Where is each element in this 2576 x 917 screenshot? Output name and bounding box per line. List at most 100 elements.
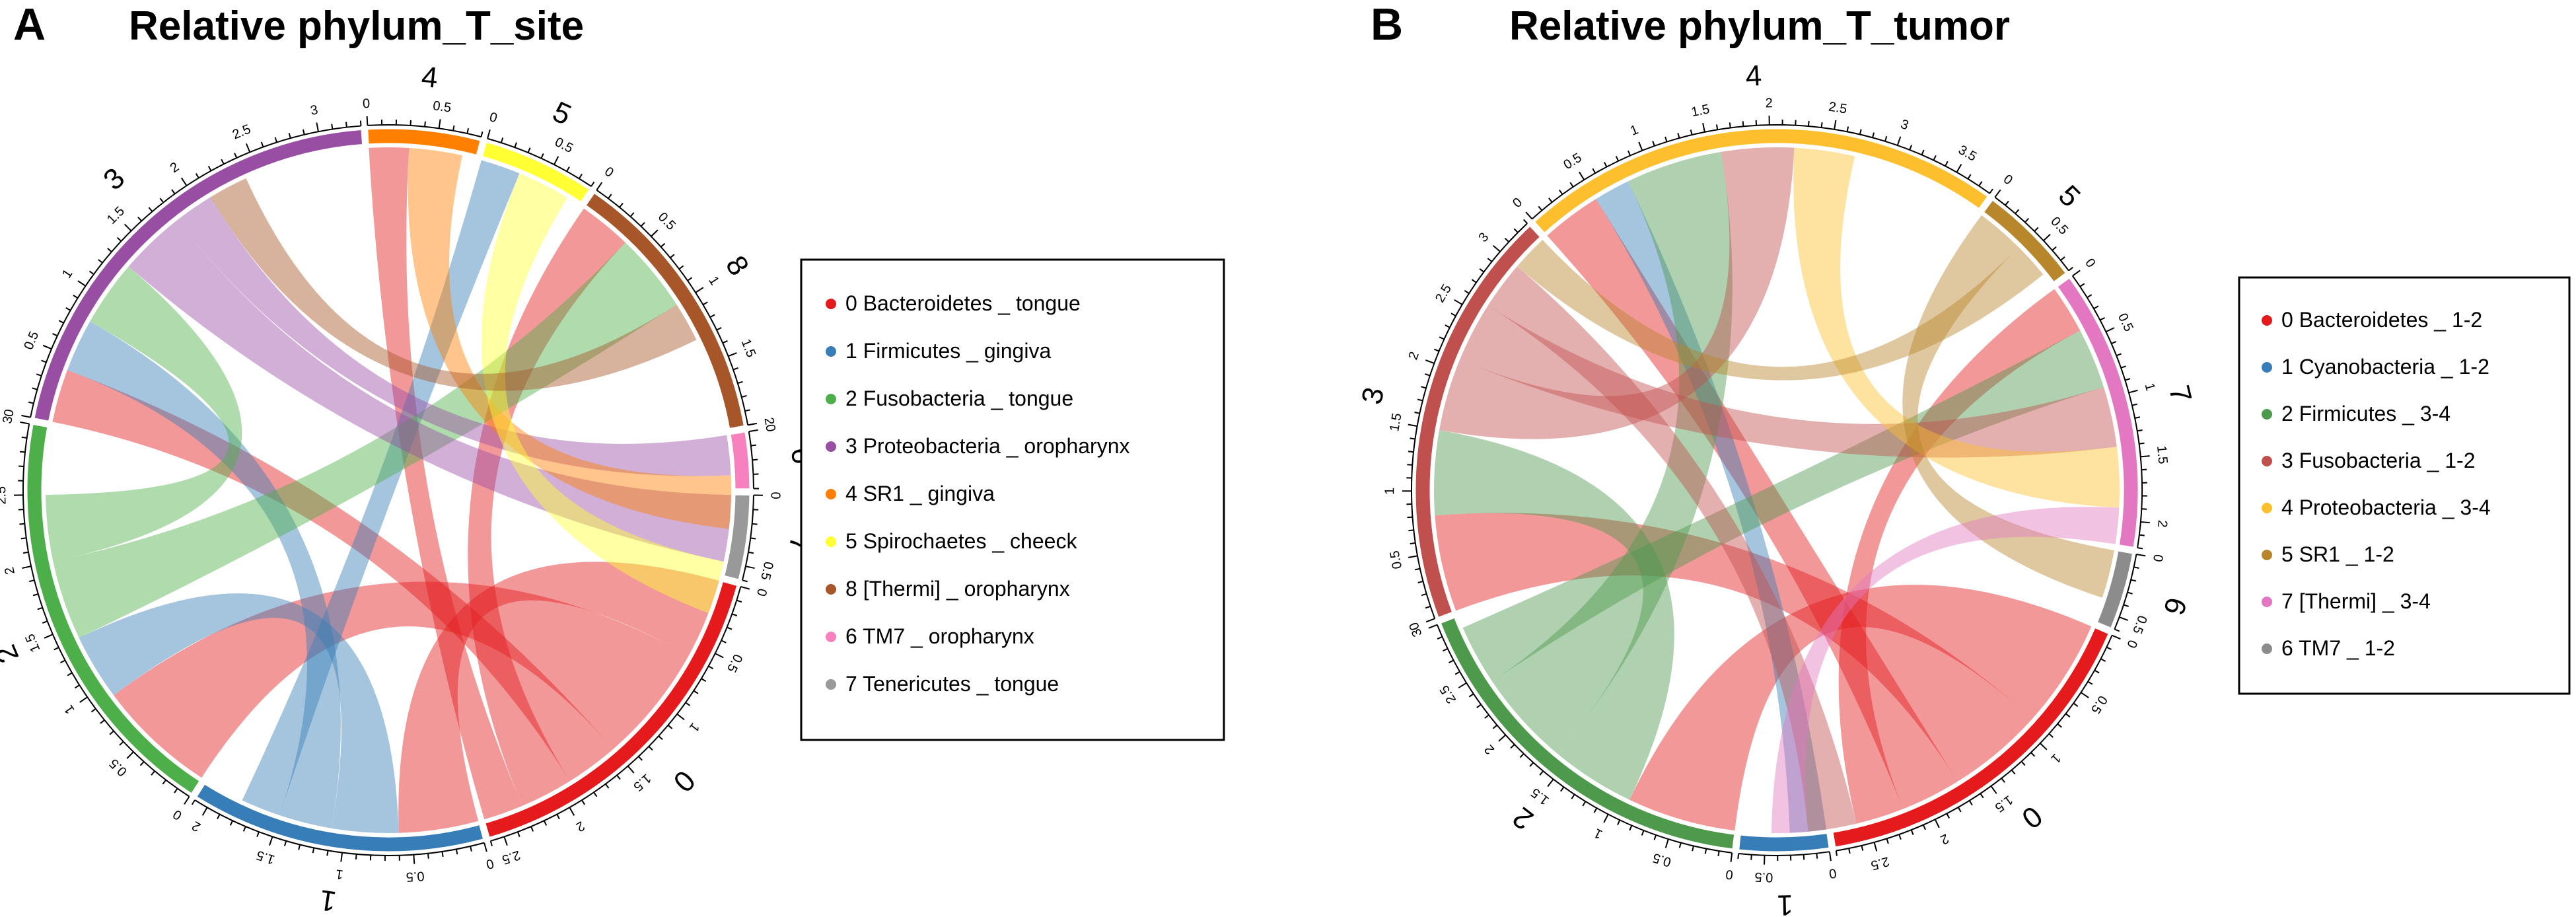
sector-0 [1832,627,2109,848]
axis-tick [2114,628,2120,632]
tick-label: 1.5 [738,337,759,359]
sector-label-1: 1 [318,883,338,917]
axis-tick [2111,341,2117,345]
panel-b: B Relative phylum_T_tumor 00.511.522.500… [1355,0,2571,917]
axis-tick [722,340,728,344]
axis-tick [355,854,357,860]
axis-tick [543,820,548,826]
axis-tick [1678,842,1682,848]
chord-link-0-8 [468,208,626,806]
axis-tick [32,593,39,597]
axis-tick [687,277,693,281]
tick-label: 1 [705,274,722,287]
tick-label: 1.5 [104,204,127,227]
legend-marker [826,441,836,452]
axis-tick [413,854,415,864]
axis-tick [427,853,429,859]
tick-label: 3 [0,415,16,425]
axis-tick [1464,289,1470,294]
tick-label: 0 [1,408,17,418]
axis-tick [1652,141,1655,147]
axis-tick [2140,521,2150,524]
axis-tick [242,826,246,832]
tick-label: 0 [1510,195,1525,211]
legend-marker [826,299,836,309]
tick-label: 0 [762,423,778,433]
chord-link-4-6 [408,147,731,529]
axis-tick [44,634,54,639]
axis-tick [1450,312,1456,316]
chord-link-5-3 [1517,239,2044,381]
axis-tick [1519,753,1524,758]
legend-entry: 2 Firmicutes _ 3-4 [2281,402,2451,425]
sector-label-5: 5 [548,95,576,131]
tick-label: 3 [1476,230,1491,245]
chord-link-0-3 [52,370,614,782]
tick-label: 2 [190,818,203,834]
axis-tick [1443,647,1449,652]
axis-tick [2087,680,2093,685]
axis-tick [1677,133,1680,139]
axis-tick [629,212,635,217]
axis-tick [1896,136,1902,146]
axis-tick [107,248,112,252]
tick-label: 2.5 [231,122,253,143]
legend-marker [2262,409,2272,420]
axis-tick [1487,258,1493,262]
tick-label: 1.5 [1992,792,2015,815]
sector-label-6: 6 [2157,594,2193,618]
axis-tick [2120,365,2126,369]
chord-link-2-3 [1433,429,1674,800]
legend-box-a [800,258,1225,741]
axis-tick [269,836,273,846]
axis-tick [1471,279,1477,283]
sector-axis-1 [194,799,485,856]
axis-tick [2052,246,2057,251]
sector-label-4: 4 [420,61,439,94]
axis-tick [728,352,737,357]
axis-tick [752,523,758,525]
tick-label: 1 [686,720,702,735]
axis-tick [627,765,635,774]
axis-tick [41,359,47,363]
tick-label: 0.5 [655,209,678,233]
sector-axis-7 [2072,275,2143,548]
axis-tick [36,373,42,377]
axis-tick [1445,324,1450,328]
tick-label: 0.5 [406,868,425,884]
axis-tick [1414,412,1420,414]
axis-tick [2043,233,2051,241]
chord-link-3-7 [128,220,731,562]
axis-tick [466,128,470,134]
tick-label: 1 [335,866,344,881]
axis-tick [1664,838,1669,848]
axis-tick [527,147,531,153]
axis-tick [745,566,755,569]
axis-tick [74,684,80,689]
axis-tick [740,585,750,590]
axis-tick [1922,825,1926,830]
chord-link-5-7 [481,173,724,614]
sector-label-0: 0 [667,764,701,798]
chord-link-0-7 [1838,289,2081,824]
tick-label: 0.5 [2048,214,2071,237]
tick-label: 1 [2141,381,2157,392]
tick-label: 2 [168,160,182,176]
axis-tick [1410,437,1415,440]
axis-tick [2099,316,2105,321]
legend-a: 0 Bacteroidetes _ tongue 1 Firmicutes _ g… [826,291,1129,696]
sector-label-0: 0 [2016,799,2048,835]
axis-tick [184,796,190,805]
tick-label: 0.5 [1387,550,1405,570]
chord-link-0-2 [114,581,689,778]
tick-label: 2.5 [1433,282,1454,305]
tick-label: 3 [1899,117,1911,133]
axis-tick [207,166,212,171]
axis-tick [148,207,153,212]
axis-tick [517,831,520,837]
legend-marker [826,536,836,547]
tick-label: 0.5 [2129,614,2149,636]
axis-tick [67,672,73,677]
chord-link-2-3 [46,266,242,562]
axis-tick [2139,534,2145,536]
